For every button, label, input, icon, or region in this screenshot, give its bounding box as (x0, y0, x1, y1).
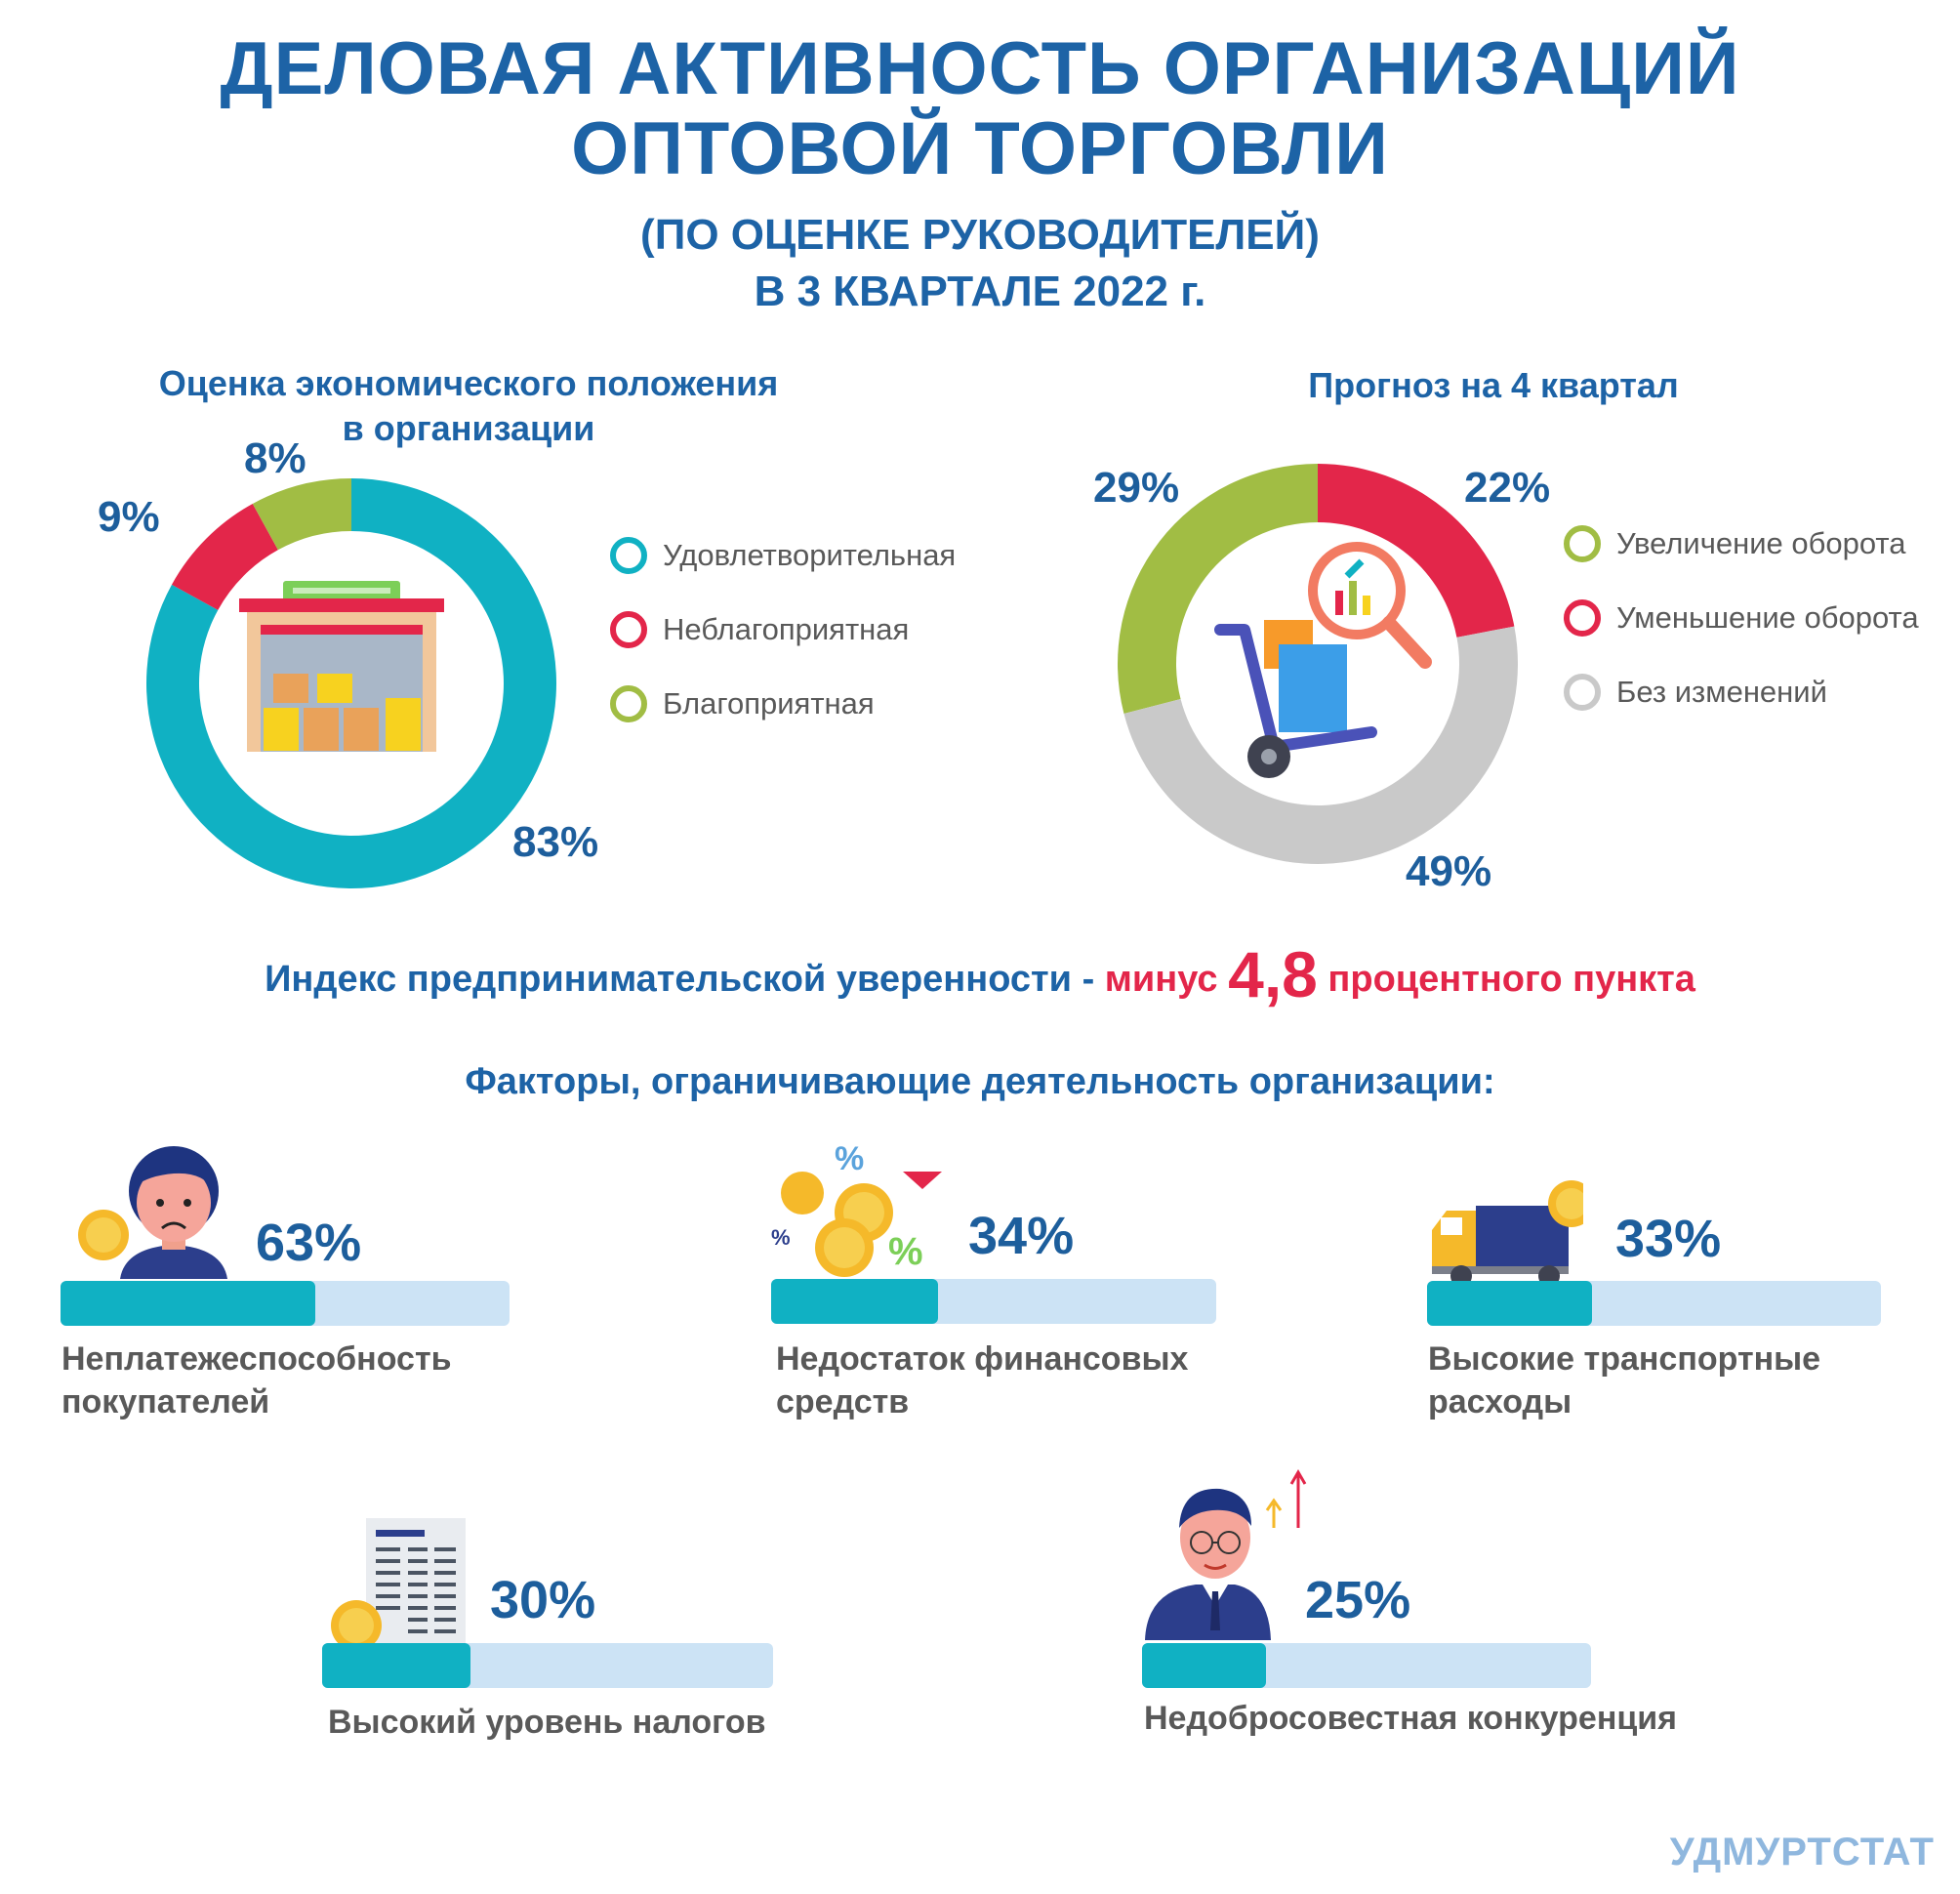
legend-marker-teal (610, 537, 647, 574)
chart2-label-29: 29% (1093, 464, 1180, 512)
sad-person-icon (78, 1146, 227, 1279)
legend-marker-grey (1564, 674, 1601, 711)
legend-marker-red (1564, 599, 1601, 637)
factor1-label-line1: Неплатежеспособность (61, 1340, 452, 1378)
legend-item: Удовлетворительная (610, 537, 956, 574)
factor1-pct: 63% (256, 1214, 362, 1272)
slice-turnover-increase (1118, 464, 1318, 714)
tax-document-icon (331, 1518, 466, 1651)
factor5-pct: 25% (1305, 1571, 1411, 1629)
page-subtitle-line1: (ПО ОЦЕНКЕ РУКОВОДИТЕЛЕЙ) (640, 211, 1320, 259)
index-minus: минус (1104, 959, 1218, 1000)
factor1-label: Неплатежеспособность покупателей (61, 1338, 452, 1423)
coins-percent-icon: % % % (771, 1140, 942, 1277)
index-prefix: Индекс предпринимательской уверенности - (265, 959, 1105, 1000)
factor2-label: Недостаток финансовых средств (776, 1338, 1188, 1423)
confidence-index: Индекс предпринимательской уверенности -… (0, 937, 1960, 1011)
chart1-legend: Удовлетворительная Неблагоприятная Благо… (610, 537, 956, 722)
legend-item: Неблагоприятная (610, 611, 956, 648)
factor2-label-line2: средств (776, 1383, 910, 1420)
factor4-label: Высокий уровень налогов (328, 1704, 766, 1741)
chart2-donut (1118, 464, 1518, 865)
index-value: 4,8 (1228, 938, 1318, 1010)
chart1-title-line1: Оценка экономического положения (158, 363, 779, 403)
page-subtitle-line2: В 3 КВАРТАЛЕ 2022 г. (754, 268, 1206, 315)
factor4-bar-track (322, 1643, 773, 1688)
factor3-label-line1: Высокие транспортные (1428, 1340, 1821, 1378)
factor5-bar-track (1142, 1643, 1591, 1688)
legend-label: Неблагоприятная (663, 612, 910, 646)
factor3-pct: 33% (1615, 1210, 1722, 1268)
legend-marker-green (610, 685, 647, 722)
chart1-donut (146, 478, 556, 888)
chart2-label-22: 22% (1464, 464, 1551, 512)
chart2-title: Прогноз на 4 квартал (1308, 365, 1679, 405)
legend-item: Без изменений (1564, 674, 1919, 711)
factor2-bar-track (771, 1279, 1216, 1324)
slice-turnover-decrease (1318, 464, 1515, 638)
factor5-bar-fill (1142, 1643, 1266, 1688)
footer-brand: УДМУРТСТАТ (1669, 1831, 1935, 1873)
chart2-label-49: 49% (1406, 847, 1492, 895)
legend-label: Без изменений (1616, 675, 1827, 709)
businessman-icon (1145, 1469, 1307, 1640)
svg-text:%: % (771, 1225, 791, 1250)
slice-favorable (252, 478, 351, 551)
truck-icon (1432, 1180, 1583, 1287)
legend-marker-red (610, 611, 647, 648)
index-suffix: процентного пункта (1327, 959, 1695, 1000)
factor1-bar-track (61, 1281, 510, 1326)
factor4-bar-fill (322, 1643, 471, 1688)
factor2-pct: 34% (968, 1207, 1075, 1265)
chart1-label-8: 8% (244, 434, 306, 482)
svg-text:%: % (888, 1230, 923, 1273)
legend-item: Увеличение оборота (1564, 525, 1919, 562)
legend-label: Уменьшение оборота (1616, 600, 1919, 635)
chart1-label-9: 9% (98, 493, 160, 541)
page-title-line1: ДЕЛОВАЯ АКТИВНОСТЬ ОРГАНИЗАЦИЙ (220, 27, 1740, 110)
factor1-bar-fill (61, 1281, 315, 1326)
slice-unfavorable (171, 503, 278, 610)
factor4-pct: 30% (490, 1571, 596, 1629)
factor3-label: Высокие транспортные расходы (1428, 1338, 1820, 1423)
warehouse-icon (239, 581, 444, 752)
factor2-bar-fill (771, 1279, 938, 1324)
chart1-label-83: 83% (512, 818, 599, 866)
page-title-line2: ОПТОВОЙ ТОРГОВЛИ (571, 107, 1389, 190)
factor3-bar-track (1427, 1281, 1881, 1326)
factor3-bar-fill (1427, 1281, 1592, 1326)
factor3-label-line2: расходы (1428, 1383, 1572, 1420)
factor5-label: Недобросовестная конкуренция (1144, 1700, 1677, 1737)
cart-magnifier-icon (1214, 542, 1432, 778)
svg-text:%: % (835, 1140, 864, 1177)
legend-marker-green (1564, 525, 1601, 562)
chart2-legend: Увеличение оборота Уменьшение оборота Бе… (1564, 525, 1919, 711)
legend-label: Благоприятная (663, 686, 875, 721)
factor2-label-line1: Недостаток финансовых (776, 1340, 1189, 1378)
legend-label: Увеличение оборота (1616, 526, 1906, 560)
legend-item: Благоприятная (610, 685, 956, 722)
factors-title: Факторы, ограничивающие деятельность орг… (465, 1061, 1495, 1102)
factor1-label-line2: покупателей (61, 1383, 270, 1420)
slice-no-change (1123, 626, 1518, 865)
legend-item: Уменьшение оборота (1564, 599, 1919, 637)
chart1-title: Оценка экономического положения в органи… (117, 361, 820, 451)
chart1-title-line2: в организации (342, 408, 595, 448)
legend-label: Удовлетворительная (663, 538, 957, 572)
